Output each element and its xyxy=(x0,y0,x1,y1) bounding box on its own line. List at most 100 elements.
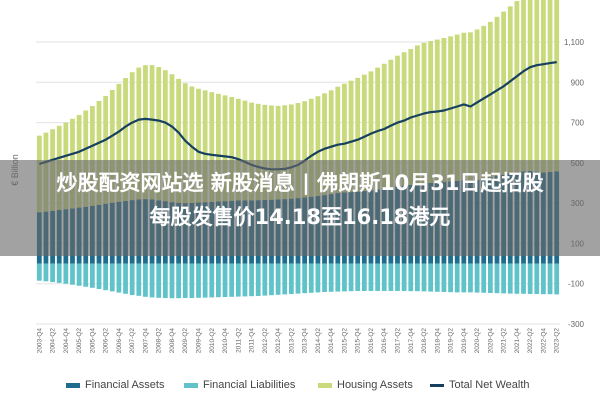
housing-assets-bar xyxy=(547,0,553,172)
financial-liabilities-bar xyxy=(448,263,453,293)
financial-liabilities-bar xyxy=(507,263,513,294)
financial-liabilities-bar xyxy=(361,263,367,291)
legend-label: Housing Assets xyxy=(337,379,413,391)
legend-item: Financial Assets xyxy=(66,376,164,394)
housing-assets-bar xyxy=(235,98,241,201)
housing-assets-bar xyxy=(521,0,526,172)
financial-liabilities-bar xyxy=(487,263,493,293)
legend-swatch xyxy=(66,382,80,388)
x-tick-label: 2006-Q4 xyxy=(116,328,123,354)
y-tick-label: -300 xyxy=(568,320,585,329)
housing-assets-bar xyxy=(534,0,540,172)
financial-liabilities-bar xyxy=(235,263,241,297)
housing-assets-bar xyxy=(269,105,274,200)
y-tick-label: 1,100 xyxy=(564,38,585,47)
financial-liabilities-bar xyxy=(295,263,301,294)
financial-liabilities-bar xyxy=(514,263,520,294)
financial-liabilities-bar xyxy=(149,263,155,298)
housing-assets-bar xyxy=(103,95,109,204)
x-tick-label: 2008-Q2 xyxy=(156,328,163,354)
headline-line-2[interactable]: 每股发售价14.18至16.18港元 xyxy=(149,205,451,229)
x-tick-label: 2019-Q4 xyxy=(461,328,468,354)
housing-assets-bar xyxy=(348,80,354,193)
x-tick-label: 2018-Q2 xyxy=(421,328,428,354)
x-tick-label: 2016-Q4 xyxy=(381,328,388,354)
x-tick-label: 2015-Q2 xyxy=(341,328,348,354)
financial-liabilities-bar xyxy=(143,263,148,297)
financial-liabilities-bar xyxy=(547,263,553,295)
x-tick-label: 2009-Q2 xyxy=(182,328,189,354)
financial-liabilities-bar xyxy=(196,263,201,298)
housing-assets-bar xyxy=(461,32,467,181)
financial-liabilities-bar xyxy=(202,263,208,298)
x-tick-label: 2005-Q4 xyxy=(89,328,96,354)
headline[interactable]: 炒股配资网站选 新股消息 | 佛朗斯10月31日起招股 每股发售价14.18至1… xyxy=(0,166,600,234)
financial-liabilities-bar xyxy=(335,263,341,292)
financial-liabilities-bar xyxy=(36,263,42,281)
financial-liabilities-bar xyxy=(103,263,109,291)
housing-assets-bar xyxy=(527,0,533,171)
headline-banner xyxy=(0,160,600,256)
financial-liabilities-bar xyxy=(63,263,69,284)
housing-assets-bar xyxy=(129,72,135,201)
headline-line-1[interactable]: 炒股配资网站选 新股消息 | 佛朗斯10月31日起招股 xyxy=(56,171,544,195)
housing-assets-bar xyxy=(109,89,115,203)
housing-assets-bar xyxy=(355,77,361,192)
housing-assets-bar xyxy=(295,103,301,199)
legend-item: Financial Liabilities xyxy=(184,376,295,394)
financial-liabilities-bar xyxy=(348,263,354,292)
x-tick-label: 2007-Q2 xyxy=(129,328,136,354)
housing-assets-bar xyxy=(282,105,288,200)
financial-liabilities-bar xyxy=(541,263,546,295)
housing-assets-bar xyxy=(454,34,460,181)
financial-liabilities-bar xyxy=(116,263,122,293)
housing-assets-bar xyxy=(322,93,327,196)
financial-liabilities-bar xyxy=(83,263,89,287)
x-tick-label: 2009-Q4 xyxy=(196,328,203,354)
financial-liabilities-bar xyxy=(328,263,334,292)
x-tick-label: 2004-Q4 xyxy=(63,328,70,354)
financial-liabilities-bar xyxy=(368,263,374,291)
x-tick-label: 2011-Q2 xyxy=(235,328,242,353)
x-tick-label: 2010-Q2 xyxy=(209,328,216,354)
housing-assets-bar xyxy=(83,110,89,207)
x-tick-label: 2022-Q4 xyxy=(540,328,547,354)
legend-label: Financial Liabilities xyxy=(203,379,296,391)
housing-assets-bar xyxy=(342,83,347,193)
housing-assets-bar xyxy=(149,65,155,200)
housing-assets-bar xyxy=(501,11,507,175)
y-tick-label: 700 xyxy=(571,119,585,128)
financial-liabilities-bar xyxy=(408,263,414,292)
legend-item: Housing Assets xyxy=(318,376,413,394)
financial-liabilities-bar xyxy=(494,263,500,294)
housing-assets-bar xyxy=(182,83,188,204)
financial-liabilities-bar xyxy=(481,263,487,293)
housing-assets-bar xyxy=(302,101,308,198)
housing-assets-bar xyxy=(554,0,560,172)
financial-liabilities-bar xyxy=(109,263,115,292)
housing-assets-bar xyxy=(136,67,142,200)
financial-liabilities-bar xyxy=(269,263,274,296)
housing-assets-bar xyxy=(96,101,102,205)
housing-assets-bar xyxy=(541,0,546,173)
financial-liabilities-bar xyxy=(415,263,420,292)
x-tick-label: 2007-Q4 xyxy=(142,328,149,354)
financial-liabilities-bar xyxy=(388,263,394,291)
housing-assets-bar xyxy=(335,86,341,194)
housing-assets-bar xyxy=(242,100,248,201)
x-tick-label: 2020-Q2 xyxy=(474,328,481,354)
financial-liabilities-bar xyxy=(43,263,49,282)
financial-liabilities-bar xyxy=(222,263,228,298)
x-tick-label: 2004-Q2 xyxy=(50,328,57,354)
housing-assets-bar xyxy=(89,106,95,206)
financial-liabilities-bar xyxy=(554,263,560,295)
x-tick-label: 2014-Q4 xyxy=(328,328,335,354)
financial-liabilities-bar xyxy=(302,263,308,294)
financial-liabilities-bar xyxy=(123,263,128,294)
housing-assets-bar xyxy=(116,83,122,202)
financial-liabilities-bar xyxy=(50,263,55,283)
financial-liabilities-bar xyxy=(176,263,181,299)
financial-liabilities-bar xyxy=(454,263,460,293)
financial-liabilities-bar xyxy=(76,263,82,286)
